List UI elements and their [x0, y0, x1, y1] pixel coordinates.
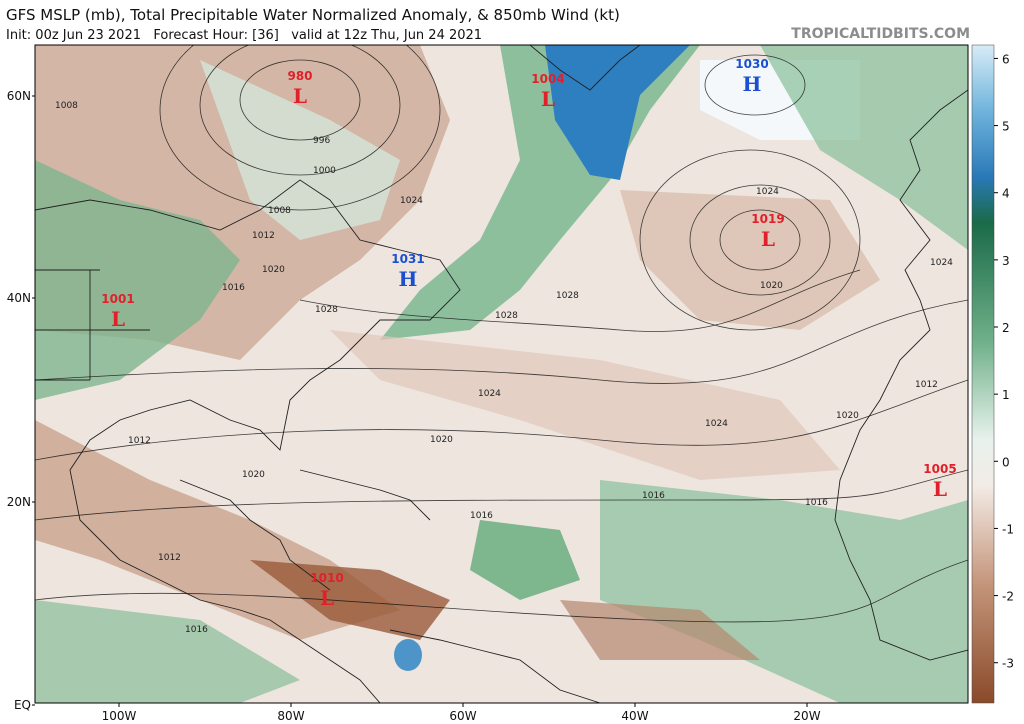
center-value: 1001 [101, 292, 134, 306]
lat-label: 40N [7, 291, 31, 305]
map [35, 45, 968, 703]
isobar-label: 1024 [478, 389, 501, 399]
isobar-label: 1016 [185, 625, 208, 635]
lon-label: 100W [102, 709, 137, 723]
lon-label: 60W [449, 709, 476, 723]
isobar-label: 996 [313, 136, 330, 146]
colorbar-label: 4 [1002, 187, 1010, 201]
isobar-label: 1020 [430, 435, 453, 445]
isobar-label: 1024 [705, 419, 728, 429]
isobar-label: 1024 [930, 258, 953, 268]
colorbar-label: -3 [1002, 657, 1014, 671]
isobar-label: 1012 [128, 436, 151, 446]
isobar-label: 1028 [315, 305, 338, 315]
lon-label: 80W [277, 709, 304, 723]
lat-label: 20N [7, 495, 31, 509]
isobar-label: 1020 [760, 281, 783, 291]
colorbar-label: 1 [1002, 388, 1010, 402]
isobar-label: 1028 [556, 291, 579, 301]
isobar-label: 1012 [158, 553, 181, 563]
center-value: 1005 [923, 462, 956, 476]
isobar-label: 1016 [470, 511, 493, 521]
isobar-label: 1020 [242, 470, 265, 480]
isobar-label: 1016 [805, 498, 828, 508]
watermark: TROPICALTIDBITS.COM [791, 26, 970, 42]
center-letter: L [293, 84, 307, 108]
isobar-label: 1024 [756, 187, 779, 197]
lat-label: 60N [7, 89, 31, 103]
map-frame [34, 44, 969, 704]
colorbar-label: 2 [1002, 321, 1010, 335]
colorbar-label: 3 [1002, 254, 1010, 268]
colorbar-label: -2 [1002, 590, 1014, 604]
center-letter: L [111, 307, 125, 331]
title: GFS MSLP (mb), Total Precipitable Water … [6, 6, 620, 24]
colorbar-label: -1 [1002, 522, 1014, 536]
isobar-label: 1000 [313, 166, 336, 176]
isobar-label: 1016 [642, 491, 665, 501]
colorbar-label: 6 [1002, 52, 1010, 66]
colorbar-label: 0 [1002, 455, 1010, 469]
center-value: 1010 [310, 571, 343, 585]
lon-label: 40W [621, 709, 648, 723]
center-letter: L [933, 477, 947, 501]
subtitle: Init: 00z Jun 23 2021 Forecast Hour: [36… [6, 28, 482, 43]
center-value: 1019 [751, 212, 784, 226]
isobar-label: 1016 [222, 283, 245, 293]
center-value: 1030 [735, 57, 768, 71]
isobar-label: 1028 [495, 311, 518, 321]
colorbar-label: 5 [1002, 120, 1010, 134]
isobar-label: 1008 [55, 101, 78, 111]
colorbar [971, 44, 995, 704]
center-value: 1004 [531, 72, 564, 86]
center-letter: H [399, 267, 418, 291]
lon-label: 20W [793, 709, 820, 723]
center-letter: L [761, 227, 775, 251]
center-value: 980 [287, 69, 312, 83]
isobar-label: 1012 [915, 380, 938, 390]
center-letter: L [320, 586, 334, 610]
isobar-label: 1020 [262, 265, 285, 275]
isobar-label: 1008 [268, 206, 291, 216]
center-value: 1031 [391, 252, 424, 266]
isobar-label: 1020 [836, 411, 859, 421]
center-letter: H [743, 72, 762, 96]
isobar-label: 1024 [400, 196, 423, 206]
center-letter: L [541, 87, 555, 111]
isobar-label: 1012 [252, 231, 275, 241]
lat-label: EQ [14, 698, 31, 712]
